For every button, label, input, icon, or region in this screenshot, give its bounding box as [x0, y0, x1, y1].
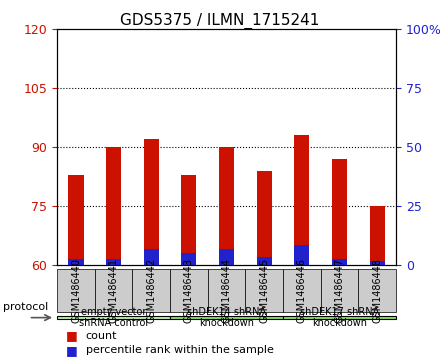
Text: GSM1486445: GSM1486445: [259, 258, 269, 323]
Bar: [106, 259, 121, 265]
Bar: [69, 175, 84, 265]
Bar: [370, 206, 385, 265]
Bar: [294, 135, 309, 265]
Bar: [181, 175, 197, 265]
Text: empty vector
shRNA control: empty vector shRNA control: [79, 307, 148, 329]
Bar: [144, 139, 159, 265]
Bar: [181, 253, 197, 265]
Text: GSM1486443: GSM1486443: [184, 258, 194, 323]
Bar: [332, 259, 347, 265]
Bar: [370, 261, 385, 265]
Bar: [219, 147, 234, 265]
Bar: [106, 147, 121, 265]
Bar: [257, 257, 272, 265]
Bar: [219, 249, 234, 265]
Text: shDEK17 shRNA
knockdown: shDEK17 shRNA knockdown: [300, 307, 379, 329]
Text: percentile rank within the sample: percentile rank within the sample: [86, 345, 274, 355]
Text: GSM1486446: GSM1486446: [297, 258, 307, 323]
Text: GSM1486442: GSM1486442: [147, 258, 156, 323]
Bar: [294, 245, 309, 265]
Text: GDS5375 / ILMN_1715241: GDS5375 / ILMN_1715241: [120, 13, 320, 29]
Text: GSM1486447: GSM1486447: [334, 258, 345, 323]
Text: ■: ■: [66, 344, 78, 357]
Text: protocol: protocol: [3, 302, 48, 312]
Bar: [332, 159, 347, 265]
Text: GSM1486441: GSM1486441: [109, 258, 119, 323]
Text: ■: ■: [66, 329, 78, 342]
Bar: [144, 249, 159, 265]
Bar: [257, 171, 272, 265]
Text: GSM1486444: GSM1486444: [222, 258, 231, 323]
Text: count: count: [86, 331, 117, 341]
Text: GSM1486440: GSM1486440: [71, 258, 81, 323]
Text: GSM1486448: GSM1486448: [372, 258, 382, 323]
Text: shDEK14 shRNA
knockdown: shDEK14 shRNA knockdown: [187, 307, 266, 329]
Bar: [69, 259, 84, 265]
